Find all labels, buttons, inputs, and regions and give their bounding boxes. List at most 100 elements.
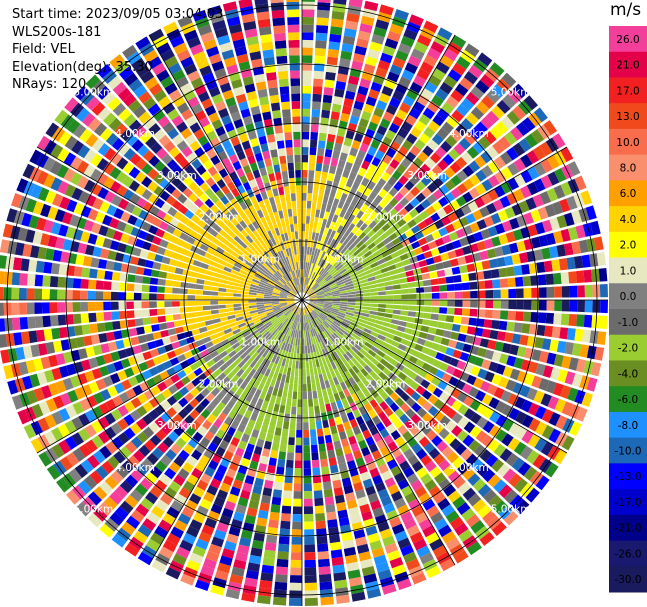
velocity-cell [507,393,519,406]
velocity-cell [418,436,430,448]
colorbar-tick-label: 26.0 [616,34,639,46]
velocity-cell [330,258,338,266]
velocity-cell [272,489,282,498]
velocity-cell [411,402,422,413]
velocity-cell [479,338,490,348]
velocity-cell [477,483,492,498]
velocity-cell [351,474,362,485]
velocity-cell [29,167,42,182]
velocity-cell [385,349,395,358]
velocity-cell [279,86,290,95]
velocity-cell [97,187,109,200]
velocity-cell [389,358,399,367]
velocity-cell [54,209,66,222]
velocity-cell [320,282,328,288]
velocity-cell [170,443,182,455]
velocity-cell [231,342,241,350]
velocity-cell [277,313,285,320]
velocity-cell [260,143,269,153]
velocity-cell [574,175,587,191]
velocity-cell [293,139,301,148]
velocity-cell [399,253,409,261]
velocity-cell [160,329,169,338]
velocity-cell [396,163,407,175]
velocity-cell [445,347,455,357]
velocity-cell [7,240,18,255]
velocity-cell [141,176,153,188]
velocity-cell [257,308,266,312]
velocity-cell [492,279,501,289]
velocity-cell [419,552,434,565]
velocity-cell [383,354,392,363]
velocity-cell [156,246,166,256]
velocity-cell [524,373,535,386]
velocity-cell [204,430,215,442]
velocity-cell [393,213,403,223]
velocity-cell [279,303,288,306]
velocity-cell [319,451,328,460]
velocity-cell [219,279,228,285]
velocity-cell [78,428,91,442]
velocity-cell [397,424,408,436]
velocity-cell [86,395,98,408]
velocity-cell [388,372,398,381]
velocity-cell [527,166,540,180]
velocity-cell [336,339,343,348]
azimuth-spoke [301,299,568,454]
velocity-cell [85,244,95,256]
velocity-cell [58,439,71,455]
velocity-cell [269,345,276,353]
velocity-cell [98,502,113,516]
velocity-cell [286,201,292,210]
velocity-cell [422,319,431,326]
velocity-cell [277,551,289,560]
velocity-cell [382,367,392,376]
velocity-cell [260,34,273,44]
velocity-cell [303,261,306,270]
velocity-cell [260,191,268,200]
velocity-cell [392,314,401,320]
velocity-cell [504,255,514,266]
colorbar-segment [609,128,647,156]
velocity-cell [308,313,313,321]
velocity-cell [515,311,524,322]
velocity-cell [293,216,298,224]
velocity-cell [330,111,340,121]
velocity-cell [514,396,526,410]
velocity-cell [445,315,455,323]
velocity-cell [283,382,289,391]
velocity-cell [322,271,329,279]
velocity-cell [253,379,261,389]
velocity-cell [444,192,455,203]
velocity-cell [122,93,137,107]
velocity-cell [475,390,486,402]
velocity-cell [281,201,287,211]
velocity-cell [283,343,288,351]
velocity-cell [286,264,291,272]
velocity-cell [391,237,401,246]
velocity-cell [393,335,402,343]
velocity-cell [202,419,213,430]
velocity-cell [329,256,336,265]
velocity-cell [520,226,531,239]
velocity-cell [175,546,190,559]
velocity-cell [140,497,154,511]
colorbar-segment [609,154,647,181]
velocity-cell [83,335,93,347]
velocity-cell [553,272,562,285]
velocity-cell [457,333,467,342]
velocity-cell [476,416,489,429]
velocity-cell [237,360,246,369]
velocity-cell [290,414,296,423]
velocity-cell [142,150,155,162]
velocity-cell [252,229,260,239]
velocity-cell [425,565,441,579]
velocity-cell [363,250,373,258]
velocity-cell [138,444,151,457]
velocity-cell [365,525,378,536]
velocity-cell [316,428,324,437]
velocity-cell [225,331,234,339]
velocity-cell [218,304,226,309]
velocity-cell [408,355,418,364]
velocity-cell [373,194,383,205]
